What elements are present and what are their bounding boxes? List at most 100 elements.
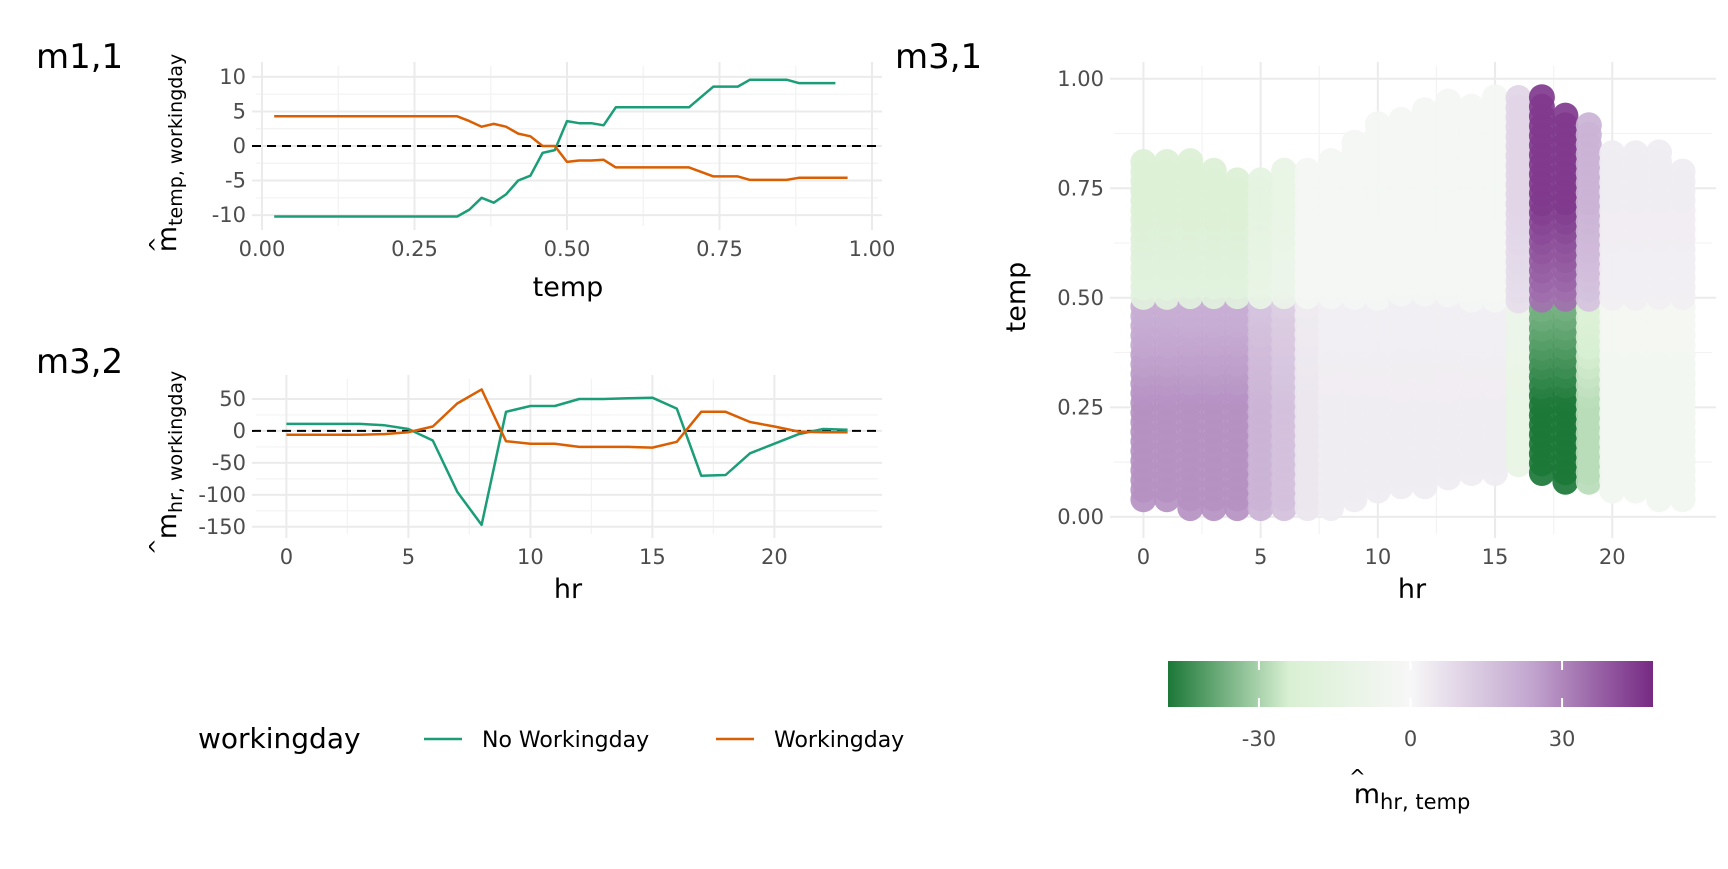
colorbar-title: mhr, temp ^: [1349, 765, 1470, 814]
m31-point: [1341, 129, 1368, 156]
m32-gridlines: [252, 375, 882, 538]
colorbar-ticks: -30 0 30: [1242, 661, 1576, 751]
colorbar-tick-label: -30: [1242, 727, 1276, 751]
m11-x-tick-label: 0.00: [239, 237, 286, 261]
m32-y-tick-labels: 50 0 -50 -100 -150: [198, 387, 246, 539]
m32-y-tick-label: 50: [219, 387, 246, 411]
colorbar: -30 0 30 mhr, temp ^: [1168, 661, 1653, 814]
colorbar-title-main: m: [1354, 779, 1380, 810]
panel-m11: m1,1 0.00 0.25 0.50 0.75 1.00 10 5 0 -5 -10 temp…: [36, 37, 895, 303]
m32-ylabel-hat-icon: ^: [145, 538, 169, 555]
m11-line-workingday: [274, 115, 848, 182]
m31-point: [1505, 85, 1532, 111]
m31-point: [1130, 149, 1157, 175]
panel-m31: m3,1 0 5 10 15 20 1.00 0.75 0.50 0.25 0.00 hr te…: [895, 37, 1716, 605]
m31-y-tick-label: 0.75: [1057, 176, 1104, 200]
legend-title: workingday: [198, 722, 361, 755]
m32-y-tick-label: 0: [233, 419, 246, 443]
m31-point: [1364, 111, 1391, 138]
m31-point: [1388, 106, 1415, 133]
m32-x-tick-label: 0: [280, 545, 293, 569]
m31-y-tick-labels: 1.00 0.75 0.50 0.25 0.00: [1057, 67, 1104, 529]
m11-ylabel-sub: temp, workingday: [165, 54, 187, 226]
m32-y-tick-label: -100: [198, 483, 246, 507]
colorbar-tick-label: 30: [1549, 727, 1576, 751]
m31-point: [1318, 148, 1344, 175]
m11-x-tick-label: 0.50: [544, 237, 591, 261]
panel-tag-m31: m3,1: [895, 37, 982, 77]
m31-x-tick-label: 15: [1482, 545, 1509, 569]
panel-tag-m11: m1,1: [36, 37, 123, 77]
m32-x-tick-label: 15: [639, 545, 666, 569]
m31-point: [1646, 139, 1673, 166]
m32-series-lines: [286, 388, 848, 527]
m31-point: [1622, 140, 1649, 167]
m31-point: [1153, 149, 1180, 175]
panel-tag-m32: m3,2: [36, 342, 123, 382]
m31-scatter-points: [1130, 84, 1696, 522]
svg-text:mhr, temp: mhr, temp: [1354, 779, 1471, 814]
m11-x-tick-label: 0.25: [391, 237, 438, 261]
m32-x-tick-label: 20: [761, 545, 788, 569]
m11-y-tick-label: 0: [233, 134, 246, 158]
m32-y-tick-label: -150: [198, 515, 246, 539]
m11-ylabel-main: m: [152, 226, 183, 252]
m31-point: [1224, 167, 1251, 194]
m32-line-no-workingday: [286, 396, 848, 527]
legend-label-no-workingday: No Workingday: [482, 728, 649, 753]
workingday-legend: workingday No Workingday Workingday: [198, 722, 904, 755]
m31-x-tick-label: 20: [1599, 545, 1626, 569]
m31-point: [1552, 102, 1579, 129]
m11-x-tick-label: 1.00: [849, 237, 896, 261]
m31-x-tick-label: 10: [1364, 545, 1391, 569]
m32-x-axis-title: hr: [554, 574, 583, 605]
colorbar-tick-label: 0: [1404, 727, 1417, 751]
m31-point: [1458, 93, 1485, 120]
m32-x-tick-label: 10: [517, 545, 544, 569]
m31-point: [1528, 84, 1555, 111]
colorbar-hat-icon: ^: [1349, 765, 1366, 789]
m31-point: [1669, 158, 1696, 185]
colorbar-title-sub: hr, temp: [1380, 790, 1470, 814]
m31-y-tick-label: 0.00: [1057, 505, 1104, 529]
m11-y-tick-label: -10: [212, 203, 246, 227]
legend-label-workingday: Workingday: [774, 728, 904, 753]
m11-x-axis-title: temp: [533, 272, 604, 303]
m31-point: [1294, 157, 1321, 184]
m31-point: [1411, 97, 1438, 124]
m31-point: [1575, 112, 1602, 139]
m31-point: [1482, 84, 1508, 111]
m11-x-tick-label: 0.75: [696, 237, 743, 261]
m32-x-tick-label: 5: [402, 545, 415, 569]
m32-y-tick-label: -50: [212, 451, 246, 475]
m31-point: [1200, 157, 1227, 184]
m31-x-tick-label: 0: [1137, 545, 1150, 569]
m11-y-tick-label: 10: [219, 65, 246, 89]
m31-y-tick-label: 1.00: [1057, 67, 1104, 91]
m31-point: [1177, 148, 1204, 175]
m31-x-axis-title: hr: [1398, 574, 1427, 605]
m31-point: [1599, 140, 1626, 167]
m32-line-workingday: [286, 388, 848, 449]
m11-y-tick-labels: 10 5 0 -5 -10: [212, 65, 246, 227]
m11-x-tick-labels: 0.00 0.25 0.50 0.75 1.00: [239, 237, 896, 261]
m31-point: [1247, 167, 1274, 194]
m11-series-lines: [274, 78, 848, 218]
svg-text:mtemp, workingday: mtemp, workingday: [152, 54, 187, 252]
m11-y-tick-label: -5: [225, 169, 246, 193]
m11-y-axis-title: mtemp, workingday ^: [145, 54, 187, 253]
m31-x-tick-labels: 0 5 10 15 20: [1137, 545, 1626, 569]
m31-point: [1435, 88, 1462, 115]
m31-y-tick-label: 0.25: [1057, 395, 1104, 419]
m31-x-tick-label: 5: [1254, 545, 1267, 569]
m11-ylabel-hat-icon: ^: [145, 236, 169, 253]
m11-line-no-workingday: [274, 78, 836, 218]
svg-text:mhr, workingday: mhr, workingday: [152, 371, 187, 540]
m11-y-tick-label: 5: [233, 99, 246, 123]
panel-m32: m3,2 0 5 10 15 20 50 0 -50 -100 -150 hr mhr, wor…: [36, 342, 882, 605]
m32-ylabel-sub: hr, workingday: [165, 371, 187, 513]
m32-ylabel-main: m: [152, 513, 183, 539]
m31-y-tick-label: 0.50: [1057, 286, 1104, 310]
